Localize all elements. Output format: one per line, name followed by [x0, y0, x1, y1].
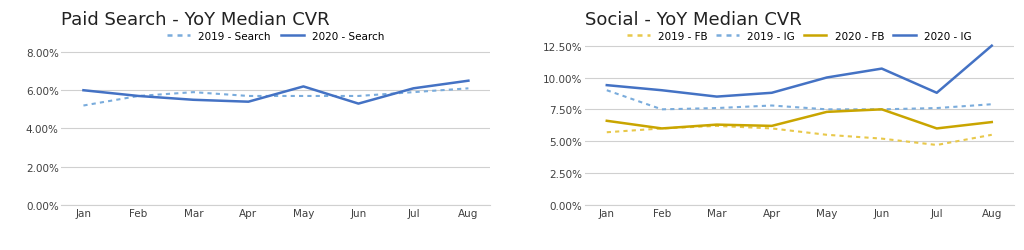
2019 - IG	[601, 89, 613, 92]
2019 - FB	[655, 128, 668, 130]
2020 - FB	[820, 111, 833, 114]
2020 - IG	[986, 45, 998, 48]
2020 - IG	[655, 89, 668, 92]
2020 - IG	[931, 92, 943, 95]
Line: 2019 - Search: 2019 - Search	[83, 89, 468, 106]
2020 - FB	[711, 124, 723, 126]
2019 - FB	[766, 128, 778, 130]
Line: 2020 - FB: 2020 - FB	[607, 110, 992, 129]
2019 - Search	[297, 95, 309, 98]
2019 - FB	[601, 131, 613, 134]
2019 - Search	[187, 91, 200, 94]
2019 - Search	[352, 95, 365, 98]
Text: Paid Search - YoY Median CVR: Paid Search - YoY Median CVR	[61, 10, 330, 29]
Legend: 2019 - FB, 2019 - IG, 2020 - FB, 2020 - IG: 2019 - FB, 2019 - IG, 2020 - FB, 2020 - …	[627, 32, 972, 42]
Line: 2019 - FB: 2019 - FB	[607, 126, 992, 146]
Line: 2020 - IG: 2020 - IG	[607, 46, 992, 97]
2020 - FB	[655, 128, 668, 130]
2019 - Search	[462, 88, 474, 90]
2019 - IG	[931, 107, 943, 110]
2020 - FB	[931, 128, 943, 130]
2020 - IG	[876, 68, 888, 71]
2020 - Search	[132, 95, 144, 98]
2019 - FB	[986, 134, 998, 137]
2019 - Search	[408, 91, 420, 94]
2020 - IG	[820, 77, 833, 80]
2020 - FB	[986, 121, 998, 124]
2020 - Search	[243, 101, 255, 104]
2019 - FB	[931, 144, 943, 147]
2019 - IG	[876, 108, 888, 112]
2020 - IG	[766, 92, 778, 95]
Line: 2019 - IG: 2019 - IG	[607, 91, 992, 110]
2019 - Search	[243, 95, 255, 98]
2019 - IG	[655, 108, 668, 112]
Line: 2020 - Search: 2020 - Search	[83, 81, 468, 104]
2019 - FB	[820, 134, 833, 137]
2020 - Search	[77, 89, 89, 92]
2020 - Search	[352, 103, 365, 106]
2019 - IG	[820, 108, 833, 112]
2019 - Search	[132, 95, 144, 98]
2020 - FB	[601, 120, 613, 123]
2020 - Search	[408, 88, 420, 90]
2020 - Search	[297, 86, 309, 88]
2019 - FB	[711, 125, 723, 128]
2020 - FB	[876, 108, 888, 112]
2020 - FB	[766, 125, 778, 128]
2020 - Search	[462, 80, 474, 83]
2019 - IG	[766, 104, 778, 108]
2019 - FB	[876, 138, 888, 140]
2019 - IG	[986, 103, 998, 106]
2020 - IG	[711, 96, 723, 99]
2020 - Search	[187, 99, 200, 102]
2019 - Search	[77, 104, 89, 108]
Text: Social - YoY Median CVR: Social - YoY Median CVR	[585, 10, 802, 29]
2020 - IG	[601, 84, 613, 87]
Legend: 2019 - Search, 2020 - Search: 2019 - Search, 2020 - Search	[167, 32, 385, 42]
2019 - IG	[711, 107, 723, 110]
